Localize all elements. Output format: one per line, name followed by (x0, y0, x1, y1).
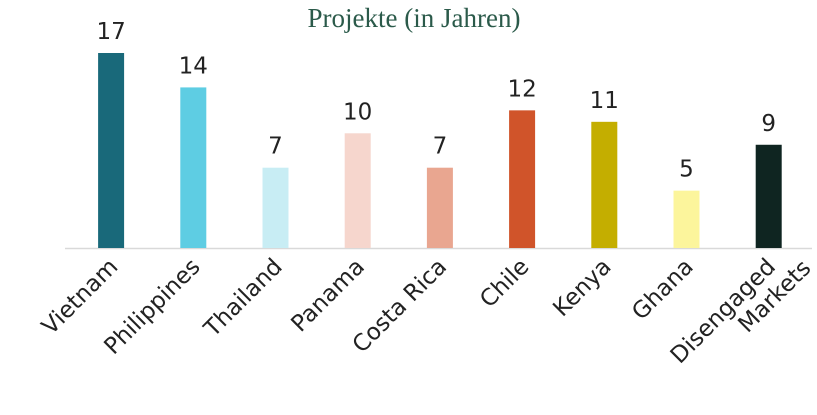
bar (755, 144, 782, 248)
x-tick-label: Chile (475, 254, 534, 313)
bar (98, 53, 125, 248)
value-label: 12 (507, 76, 536, 102)
bar (509, 110, 536, 249)
value-label: 11 (590, 88, 619, 114)
value-label: 7 (433, 134, 448, 160)
value-label: 14 (179, 53, 208, 79)
bar (180, 87, 207, 248)
x-tick-label: Kenya (548, 254, 616, 322)
x-tick-label: Panama (286, 254, 370, 338)
bar (344, 133, 371, 248)
value-label: 10 (343, 99, 372, 125)
x-tick-label: Ghana (627, 254, 699, 326)
value-label: 17 (96, 19, 125, 45)
bar (262, 167, 289, 248)
x-tick-label: DisengagedMarkets (666, 237, 817, 388)
bar (591, 121, 618, 248)
value-label: 7 (268, 134, 283, 160)
bar (673, 190, 700, 248)
value-label: 9 (761, 111, 776, 137)
x-tick-label: Vietnam (37, 254, 123, 340)
x-tick-label: Thailand (199, 254, 288, 343)
bar (426, 167, 453, 248)
value-label: 5 (679, 157, 694, 183)
chart-title: Projekte (in Jahren) (308, 3, 521, 33)
